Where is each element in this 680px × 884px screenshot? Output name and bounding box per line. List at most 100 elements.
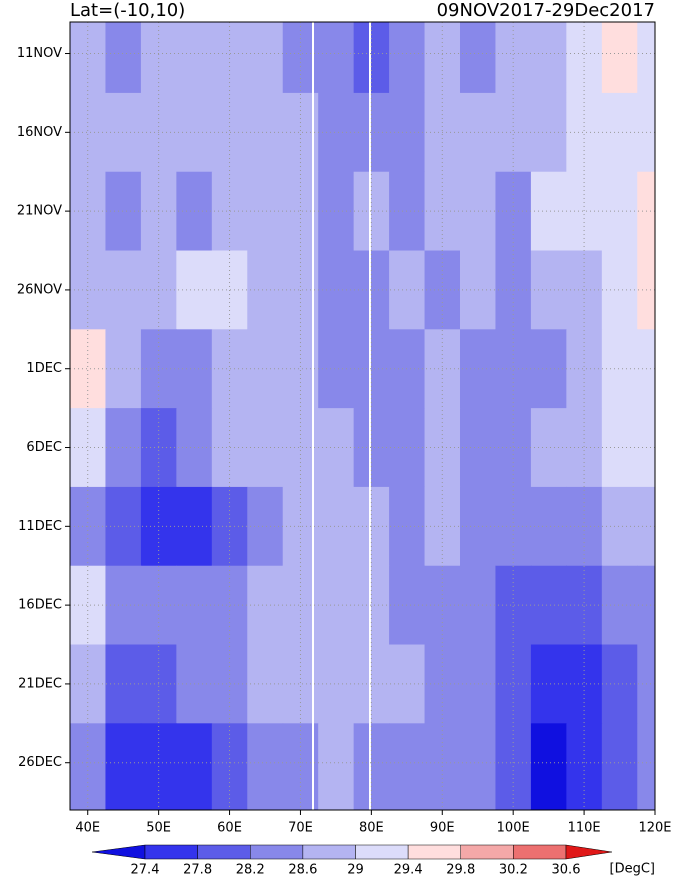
y-tick-label: 16DEC — [18, 598, 62, 613]
field-cell — [105, 92, 142, 173]
colorbar-unit: [DegC] — [610, 862, 655, 877]
x-tick-label: 110E — [568, 821, 601, 836]
x-tick-label: 60E — [217, 821, 242, 836]
colorbar-label: 29.8 — [446, 863, 475, 878]
plot-frame — [69, 21, 656, 811]
colorbar-label: 30.6 — [552, 863, 581, 878]
colorbar-bin — [513, 844, 567, 860]
field-cell — [105, 408, 142, 488]
y-tick-label: 1DEC — [26, 361, 62, 376]
field-cell — [566, 408, 603, 488]
field-cell — [353, 329, 390, 409]
field-cell — [566, 92, 603, 173]
colorbar-bin — [250, 844, 304, 860]
field-cell — [318, 92, 355, 173]
field-cell — [105, 565, 142, 646]
y-tick-label: 11DEC — [18, 519, 62, 534]
colorbar-label: 27.4 — [131, 863, 160, 878]
field-cell — [460, 171, 496, 252]
field-cell — [389, 565, 426, 646]
field-cell — [495, 171, 532, 252]
field-cell — [566, 22, 603, 94]
field-cell — [70, 329, 106, 409]
chart-title: Lat=(-10,10) — [70, 0, 185, 21]
field-cell — [637, 723, 656, 811]
field-cell — [566, 565, 603, 646]
field-cell — [176, 22, 213, 94]
y-tick-label: 26DEC — [18, 755, 62, 770]
field-cell — [176, 723, 213, 811]
field-cell — [389, 92, 426, 173]
field-cell — [318, 250, 355, 330]
field-cell — [530, 22, 567, 94]
field-cell — [601, 171, 638, 252]
field-cell — [105, 250, 142, 330]
field-cell — [318, 565, 355, 646]
field-cell — [389, 250, 426, 330]
field-cell — [389, 171, 426, 252]
field-cell — [318, 171, 355, 252]
field-cell — [353, 22, 390, 94]
chart-subtitle: 09NOV2017-29Dec2017 — [437, 0, 655, 21]
field-cell — [530, 250, 567, 330]
field-cell — [70, 171, 106, 252]
field-cell — [530, 329, 567, 409]
field-cell — [460, 486, 496, 567]
field-cell — [70, 408, 106, 488]
y-tick-label: 6DEC — [26, 440, 62, 455]
field-cell — [530, 565, 567, 646]
field-cell — [389, 723, 426, 811]
field-cell — [318, 644, 355, 724]
field-cell — [460, 723, 496, 811]
colorbar-label: 29 — [347, 863, 364, 878]
field-cell — [353, 408, 390, 488]
field-cell — [353, 171, 390, 252]
field-cell — [247, 565, 284, 646]
field-cell — [566, 329, 603, 409]
colorbar-bin — [460, 844, 514, 860]
field-cell — [601, 408, 638, 488]
field-cell — [601, 565, 638, 646]
field-cell — [318, 486, 355, 567]
field-cell — [318, 22, 355, 94]
colorbar-bin — [197, 844, 251, 860]
field-cell — [601, 644, 638, 724]
x-tick-label: 100E — [497, 821, 530, 836]
field-cell — [389, 644, 426, 724]
field-cell — [566, 644, 603, 724]
colorbar-bin — [91, 844, 146, 860]
field-cell — [460, 250, 496, 330]
field-cell — [424, 22, 461, 94]
field-cell — [247, 171, 284, 252]
field-cell — [530, 644, 567, 724]
field-cell — [460, 329, 496, 409]
field-cell — [353, 644, 390, 724]
field-cell — [460, 408, 496, 488]
colorbar-label: 27.8 — [183, 863, 212, 878]
field-cell — [105, 486, 142, 567]
y-tick-label: 16NOV — [17, 125, 62, 140]
field-cell — [460, 92, 496, 173]
field-cell — [140, 22, 177, 94]
field-cell — [70, 644, 106, 724]
field-cell — [637, 22, 656, 94]
colorbar-bin — [407, 844, 461, 860]
colorbar-bin — [565, 844, 613, 860]
field-cell — [211, 22, 248, 94]
colorbar-label: 30.2 — [499, 863, 528, 878]
field-cell — [318, 329, 355, 409]
field-cell — [353, 92, 390, 173]
field-cell — [318, 408, 355, 488]
field-cell — [247, 329, 284, 409]
field-cell — [530, 486, 567, 567]
field-cell — [70, 92, 106, 173]
field-cell — [105, 644, 142, 724]
y-tick-label: 11NOV — [17, 46, 62, 61]
field-cell — [105, 329, 142, 409]
field-cell — [389, 22, 426, 94]
x-tick-label: 80E — [359, 821, 384, 836]
colorbar-bin — [144, 844, 198, 860]
field-cell — [353, 565, 390, 646]
colorbar-bin — [302, 844, 356, 860]
